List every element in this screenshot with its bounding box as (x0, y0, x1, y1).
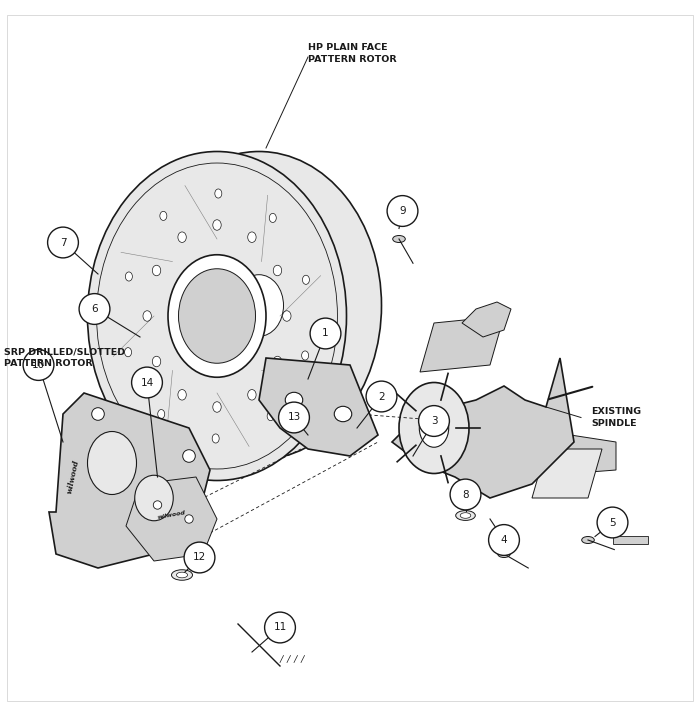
Polygon shape (462, 302, 511, 337)
Ellipse shape (248, 390, 256, 400)
Ellipse shape (92, 407, 104, 420)
Text: EXISTING
SPINDLE: EXISTING SPINDLE (592, 407, 642, 428)
Ellipse shape (215, 189, 222, 198)
Circle shape (387, 195, 418, 226)
Ellipse shape (168, 255, 266, 377)
Ellipse shape (125, 348, 132, 357)
Ellipse shape (267, 412, 274, 421)
Text: SRP DRILLED/SLOTTED
PATTERN ROTOR: SRP DRILLED/SLOTTED PATTERN ROTOR (4, 347, 125, 369)
Ellipse shape (136, 152, 382, 460)
Ellipse shape (176, 572, 188, 578)
Ellipse shape (203, 236, 315, 375)
Ellipse shape (158, 410, 164, 419)
Ellipse shape (399, 382, 469, 473)
Text: 10: 10 (32, 360, 45, 370)
Circle shape (184, 542, 215, 573)
Circle shape (23, 349, 54, 380)
Ellipse shape (302, 351, 309, 360)
Ellipse shape (134, 475, 174, 521)
Text: wilwood: wilwood (66, 459, 81, 495)
Circle shape (597, 507, 628, 538)
Ellipse shape (582, 536, 594, 543)
Ellipse shape (335, 406, 351, 422)
Polygon shape (420, 316, 504, 372)
Text: HP PLAIN FACE
PATTERN ROTOR: HP PLAIN FACE PATTERN ROTOR (308, 43, 397, 64)
Ellipse shape (302, 275, 309, 284)
Ellipse shape (461, 513, 470, 518)
Ellipse shape (393, 236, 405, 243)
Ellipse shape (286, 392, 302, 407)
Circle shape (265, 612, 295, 643)
Ellipse shape (88, 432, 136, 495)
Circle shape (419, 405, 449, 436)
Ellipse shape (498, 551, 510, 558)
Text: 3: 3 (430, 416, 438, 426)
Circle shape (310, 318, 341, 349)
Ellipse shape (283, 311, 291, 321)
Text: 11: 11 (274, 622, 286, 632)
Ellipse shape (125, 272, 132, 281)
Polygon shape (392, 358, 574, 498)
Ellipse shape (153, 265, 161, 276)
Ellipse shape (185, 515, 193, 523)
Text: 6: 6 (91, 304, 98, 314)
Text: 7: 7 (60, 238, 66, 248)
Ellipse shape (183, 450, 195, 463)
Ellipse shape (172, 570, 193, 580)
Circle shape (48, 227, 78, 258)
Polygon shape (532, 449, 602, 498)
Ellipse shape (248, 232, 256, 243)
Ellipse shape (143, 311, 151, 321)
Ellipse shape (456, 511, 475, 521)
Circle shape (366, 381, 397, 412)
Ellipse shape (212, 434, 219, 443)
Text: 13: 13 (288, 412, 300, 422)
Ellipse shape (419, 409, 449, 448)
Ellipse shape (88, 152, 346, 480)
Text: 5: 5 (609, 518, 616, 528)
FancyArrowPatch shape (549, 387, 592, 400)
Circle shape (279, 402, 309, 433)
Text: 14: 14 (141, 377, 153, 387)
Ellipse shape (213, 402, 221, 412)
Ellipse shape (213, 220, 221, 231)
Ellipse shape (153, 357, 161, 367)
Ellipse shape (178, 390, 186, 400)
Ellipse shape (178, 232, 186, 243)
Ellipse shape (178, 268, 256, 363)
Circle shape (132, 367, 162, 398)
Circle shape (489, 525, 519, 556)
Circle shape (79, 294, 110, 324)
Text: wilwood: wilwood (157, 511, 186, 521)
Text: 2: 2 (378, 392, 385, 402)
Text: 4: 4 (500, 535, 508, 545)
Ellipse shape (160, 211, 167, 221)
Text: 1: 1 (322, 329, 329, 339)
Polygon shape (49, 393, 210, 568)
Polygon shape (525, 428, 616, 477)
Ellipse shape (153, 500, 162, 509)
Polygon shape (259, 358, 378, 456)
Ellipse shape (270, 213, 276, 223)
Ellipse shape (273, 265, 281, 276)
Text: 12: 12 (193, 553, 206, 563)
Polygon shape (612, 536, 648, 544)
Ellipse shape (273, 357, 281, 367)
Ellipse shape (234, 275, 284, 337)
Circle shape (450, 479, 481, 510)
Polygon shape (126, 477, 217, 561)
Text: 8: 8 (462, 490, 469, 500)
Text: 9: 9 (399, 206, 406, 216)
